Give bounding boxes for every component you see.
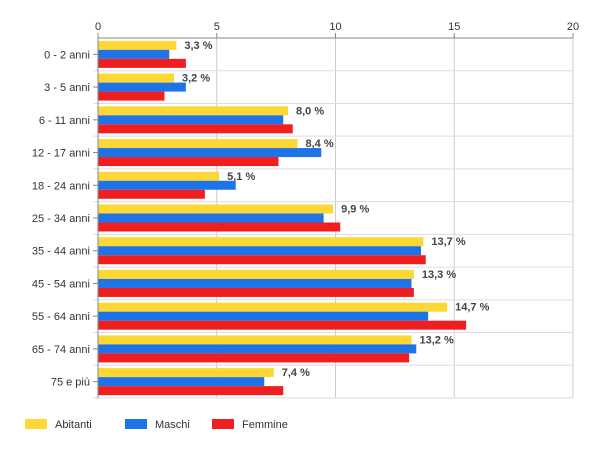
bar-maschi — [98, 246, 421, 256]
data-label: 3,3 % — [184, 40, 212, 52]
bar-femmine — [98, 353, 410, 363]
bar-abitanti — [98, 204, 334, 214]
bar-femmine — [98, 287, 414, 297]
y-tick-label: 3 - 5 anni — [44, 82, 90, 94]
x-tick-label: 0 — [95, 21, 101, 33]
bar-abitanti — [98, 237, 424, 247]
y-tick-label: 35 - 44 anni — [32, 246, 90, 258]
x-tick-label: 5 — [214, 21, 220, 33]
bar-femmine — [98, 189, 205, 199]
legend-swatch-femmine — [212, 419, 234, 429]
legend-label: Maschi — [155, 419, 190, 431]
x-tick-label: 20 — [567, 21, 579, 33]
bar-abitanti — [98, 171, 220, 181]
data-label: 8,4 % — [306, 138, 334, 150]
data-label: 13,3 % — [422, 269, 456, 281]
y-tick-label: 65 - 74 anni — [32, 344, 90, 356]
bar-maschi — [98, 213, 324, 223]
bar-maschi — [98, 82, 186, 92]
data-label: 14,7 % — [455, 302, 489, 314]
bar-femmine — [98, 222, 341, 232]
bar-abitanti — [98, 302, 448, 312]
bar-femmine — [98, 157, 279, 167]
bar-abitanti — [98, 106, 288, 116]
legend-swatch-abitanti — [25, 419, 47, 429]
y-tick-label: 6 - 11 anni — [39, 115, 90, 127]
bar-maschi — [98, 115, 284, 125]
bar-maschi — [98, 49, 170, 59]
data-label: 8,0 % — [296, 105, 324, 117]
bar-maschi — [98, 311, 429, 321]
bar-maschi — [98, 180, 236, 190]
y-tick-label: 45 - 54 anni — [32, 278, 90, 290]
bar-abitanti — [98, 139, 298, 149]
bar-abitanti — [98, 40, 177, 50]
y-tick-label: 25 - 34 anni — [32, 213, 90, 225]
data-label: 9,9 % — [341, 204, 369, 216]
data-label: 13,2 % — [420, 334, 454, 346]
bar-maschi — [98, 377, 265, 387]
y-tick-label: 18 - 24 anni — [32, 180, 90, 192]
bar-abitanti — [98, 269, 414, 279]
bar-abitanti — [98, 335, 412, 345]
bar-femmine — [98, 91, 165, 101]
bar-femmine — [98, 386, 284, 396]
legend-label: Abitanti — [55, 419, 92, 431]
y-tick-label: 12 - 17 anni — [32, 148, 90, 160]
bar-abitanti — [98, 73, 174, 83]
data-label: 5,1 % — [227, 171, 255, 183]
x-tick-label: 10 — [329, 21, 341, 33]
bar-femmine — [98, 124, 293, 134]
legend-swatch-maschi — [125, 419, 147, 429]
data-label: 3,2 % — [182, 73, 210, 85]
bar-maschi — [98, 344, 417, 354]
bar-abitanti — [98, 368, 274, 378]
bar-maschi — [98, 278, 412, 288]
bar-femmine — [98, 255, 426, 265]
data-label: 13,7 % — [431, 236, 465, 248]
bar-maschi — [98, 148, 322, 158]
y-tick-label: 75 e più — [51, 377, 90, 389]
data-label: 7,4 % — [282, 367, 310, 379]
bar-femmine — [98, 58, 186, 68]
y-tick-label: 0 - 2 anni — [44, 49, 90, 61]
legend-label: Femmine — [242, 419, 288, 431]
bar-femmine — [98, 320, 467, 330]
x-tick-label: 15 — [448, 21, 460, 33]
y-tick-label: 55 - 64 anni — [32, 311, 90, 323]
